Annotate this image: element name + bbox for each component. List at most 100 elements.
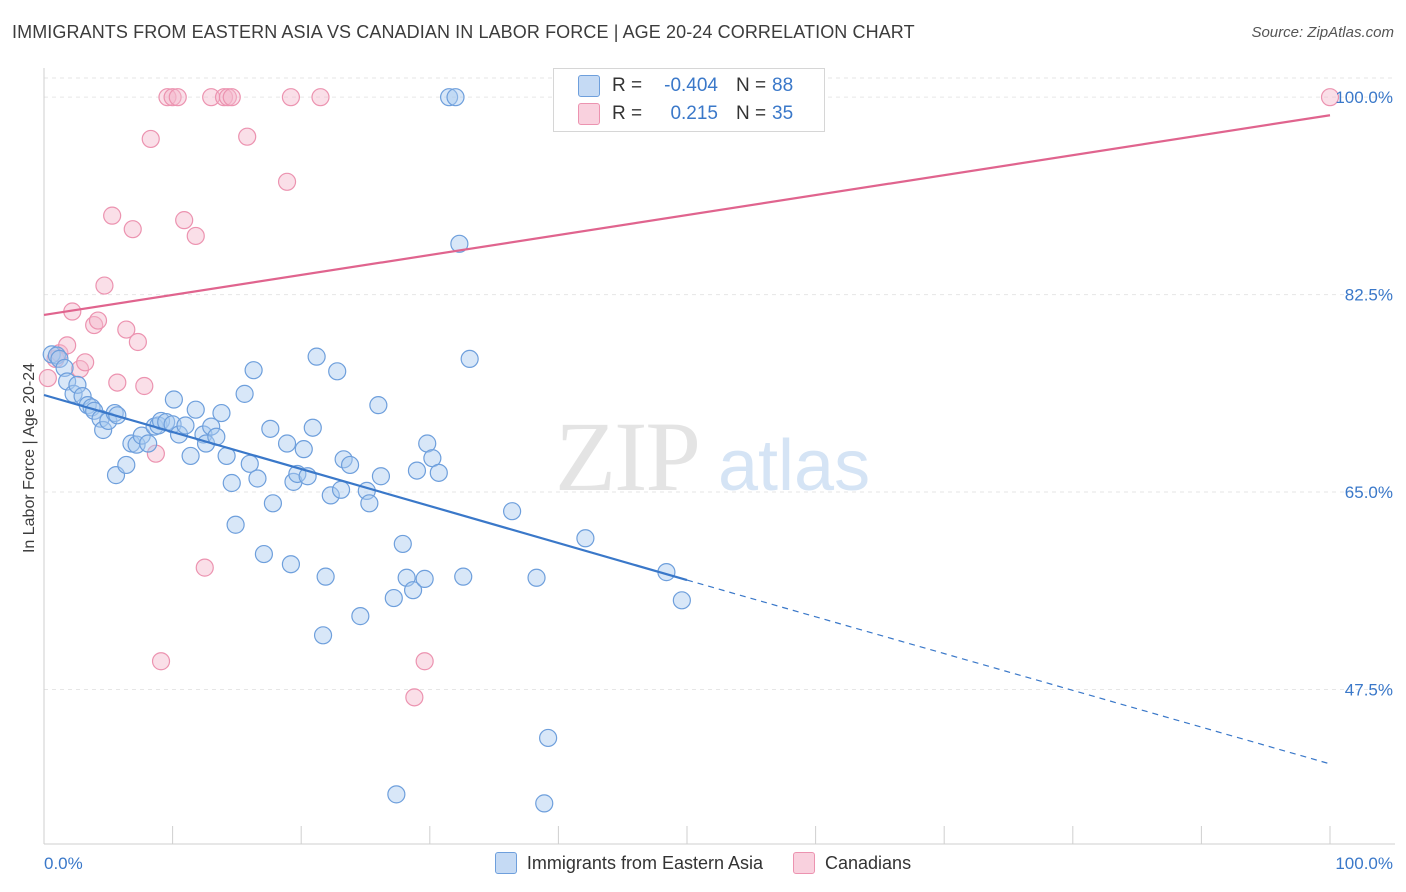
- legend-item-eastern-asia[interactable]: Immigrants from Eastern Asia: [494, 852, 763, 874]
- stats-swatch-pink: [578, 103, 600, 125]
- stats-r-label: R =: [612, 103, 643, 124]
- eastern-asia-point: [244, 361, 263, 380]
- eastern-asia-point: [450, 234, 469, 253]
- eastern-asia-point: [316, 567, 335, 586]
- canadians-point: [222, 88, 241, 107]
- canadians-point: [175, 211, 194, 230]
- canadians-point: [281, 88, 301, 107]
- canadians-point: [76, 353, 95, 372]
- canadians-point: [141, 129, 160, 149]
- eastern-asia-points: [42, 88, 691, 813]
- eastern-asia-point: [303, 418, 322, 437]
- canadians-point: [415, 652, 434, 671]
- canadians-point: [238, 127, 257, 146]
- eastern-asia-point: [672, 591, 691, 610]
- eastern-asia-point: [202, 417, 221, 436]
- canadians-point: [128, 332, 147, 352]
- eastern-asia-point: [351, 607, 370, 626]
- eastern-asia-point: [454, 567, 473, 586]
- eastern-asia-point: [360, 494, 379, 513]
- canadians-point: [146, 444, 165, 463]
- watermark-zip: ZIP: [555, 401, 699, 512]
- canadians-point: [117, 320, 136, 339]
- canadians-point: [277, 172, 297, 191]
- eastern-asia-point: [415, 569, 434, 588]
- eastern-asia-point: [281, 555, 301, 574]
- canadians-point: [218, 88, 237, 107]
- eastern-asia-point: [294, 440, 313, 459]
- canadians-points: [38, 88, 1340, 707]
- stats-n-value: 88: [772, 75, 794, 96]
- eastern-asia-point: [539, 728, 558, 748]
- eastern-asia-point: [313, 626, 333, 645]
- canadians-point: [88, 311, 108, 330]
- canadians-point: [151, 652, 171, 671]
- canadians-point: [405, 688, 424, 707]
- stats-n-label: N =: [736, 103, 767, 124]
- canadians-point: [135, 376, 154, 396]
- tick-labels: 100.0% 82.5% 65.0% 47.5% 0.0% 100.0%: [44, 88, 1393, 873]
- legend-label: Canadians: [825, 852, 912, 873]
- eastern-asia-point: [387, 785, 406, 804]
- eastern-asia-point: [393, 534, 412, 554]
- canadians-point: [1320, 88, 1340, 107]
- legend: Immigrants from Eastern Asia Canadians: [0, 852, 1406, 874]
- eastern-asia-point: [117, 455, 136, 475]
- x-tick-label: 100.0%: [1335, 854, 1393, 873]
- stats-swatch-blue: [578, 75, 600, 97]
- grid-lines: [44, 77, 1395, 690]
- canadians-point: [103, 206, 122, 225]
- stats-r-value: -0.404: [664, 75, 718, 96]
- stats-r-value: 0.215: [670, 103, 718, 124]
- eastern-asia-point: [527, 568, 546, 587]
- eastern-asia-point: [50, 349, 69, 369]
- eastern-asia-point: [321, 486, 340, 505]
- canadians-point: [163, 88, 182, 107]
- eastern-asia-point: [403, 581, 423, 600]
- eastern-asia-point: [371, 467, 391, 486]
- canadians-point: [168, 88, 187, 107]
- source-credit: Source: ZipAtlas.com: [1251, 24, 1394, 41]
- legend-label: Immigrants from Eastern Asia: [526, 852, 763, 873]
- eastern-asia-point: [307, 347, 326, 366]
- eastern-asia-point: [212, 403, 231, 423]
- eastern-asia-point: [340, 455, 360, 475]
- eastern-asia-point: [226, 515, 245, 534]
- canadians-point: [38, 368, 57, 388]
- canadians-point: [123, 220, 142, 239]
- eastern-asia-point: [139, 434, 158, 453]
- eastern-asia-point: [446, 88, 465, 107]
- canadians-point: [158, 88, 177, 107]
- stats-n-label: N =: [736, 75, 767, 96]
- stats-n-value: 35: [772, 103, 794, 124]
- legend-item-canadians[interactable]: Canadians: [793, 852, 911, 874]
- eastern-asia-point: [55, 358, 74, 378]
- eastern-asia-point: [576, 529, 595, 548]
- eastern-asia-point: [235, 384, 254, 403]
- eastern-asia-point: [369, 396, 388, 415]
- chart-title: IMMIGRANTS FROM EASTERN ASIA VS CANADIAN…: [12, 22, 915, 42]
- eastern-asia-point: [94, 420, 113, 440]
- eastern-asia-trend-line: [43, 393, 688, 582]
- canadians-trend-line: [43, 114, 1331, 316]
- watermark: ZIP atlas: [555, 401, 870, 512]
- canadians-point: [214, 88, 234, 107]
- canadians-point: [195, 558, 214, 577]
- eastern-asia-point: [439, 88, 459, 107]
- canadians-point: [95, 276, 114, 295]
- y-tick-label: 47.5%: [1345, 680, 1393, 699]
- eastern-asia-point: [503, 502, 522, 521]
- eastern-asia-point: [254, 544, 274, 564]
- eastern-asia-point: [460, 349, 479, 369]
- trend-lines: [43, 114, 1331, 765]
- y-tick-label: 100.0%: [1335, 88, 1393, 107]
- eastern-asia-point: [535, 794, 554, 813]
- eastern-asia-point: [176, 416, 195, 435]
- x-tick-label: 0.0%: [44, 854, 83, 873]
- eastern-asia-point: [186, 400, 205, 419]
- eastern-asia-point: [181, 446, 200, 466]
- canadians-point: [186, 226, 205, 246]
- legend-swatch-pink: [793, 852, 815, 874]
- y-tick-label: 82.5%: [1345, 286, 1393, 305]
- stats-box: R = -0.404 N = 88 R = 0.215 N = 35: [553, 68, 825, 132]
